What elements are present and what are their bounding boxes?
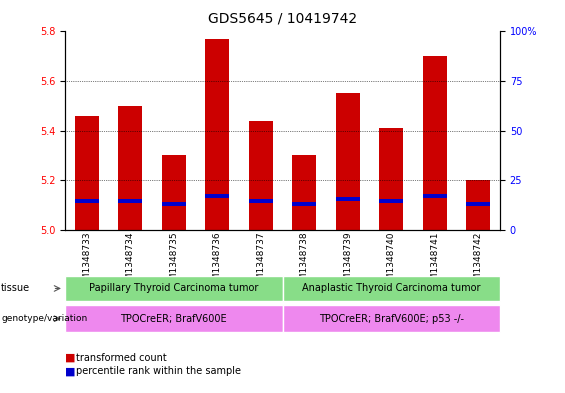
Bar — [249, 121, 273, 230]
Text: ■: ■ — [65, 353, 76, 363]
Bar — [379, 128, 403, 230]
Text: TPOCreER; BrafV600E: TPOCreER; BrafV600E — [120, 314, 227, 324]
Bar — [292, 156, 316, 230]
Text: GDS5645 / 10419742: GDS5645 / 10419742 — [208, 12, 357, 26]
Text: tissue: tissue — [1, 283, 31, 294]
Text: transformed count: transformed count — [76, 353, 167, 363]
Bar — [466, 180, 490, 230]
Bar — [205, 39, 229, 230]
Text: TPOCreER; BrafV600E; p53 -/-: TPOCreER; BrafV600E; p53 -/- — [319, 314, 464, 324]
Text: ■: ■ — [65, 366, 76, 376]
Bar — [379, 199, 403, 203]
Bar — [336, 94, 360, 230]
Bar — [423, 195, 447, 198]
Bar — [75, 116, 99, 230]
Bar — [423, 56, 447, 230]
Bar — [118, 199, 142, 203]
Bar — [466, 202, 490, 206]
Bar — [205, 195, 229, 198]
Text: genotype/variation: genotype/variation — [1, 314, 88, 323]
Text: Anaplastic Thyroid Carcinoma tumor: Anaplastic Thyroid Carcinoma tumor — [302, 283, 480, 294]
Bar — [249, 199, 273, 203]
Bar — [162, 156, 186, 230]
Bar — [292, 202, 316, 206]
Bar — [75, 199, 99, 203]
Text: Papillary Thyroid Carcinoma tumor: Papillary Thyroid Carcinoma tumor — [89, 283, 258, 294]
Bar — [336, 197, 360, 201]
Text: percentile rank within the sample: percentile rank within the sample — [76, 366, 241, 376]
Bar — [162, 202, 186, 206]
Bar — [118, 106, 142, 230]
